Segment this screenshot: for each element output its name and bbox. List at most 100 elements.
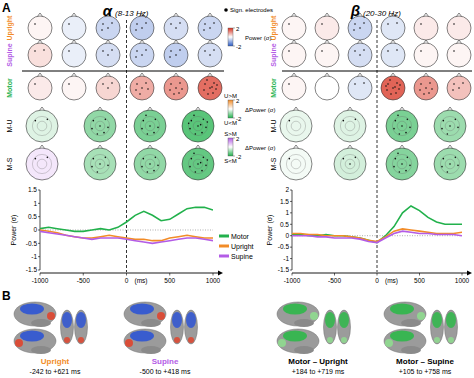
y-tick [290,201,292,202]
sign-electrode [35,120,37,122]
contour [140,116,159,135]
sign-electrode [157,127,159,129]
sign-electrode [107,54,109,56]
topomap [348,76,372,100]
sign-electrode [136,50,138,52]
sign-electrode [359,27,361,29]
row-label: Supine [270,43,278,66]
topomap [280,148,312,180]
event-line [126,20,127,272]
sign-electrode [209,27,211,29]
sign-electrode [34,50,36,52]
sign-electrode [99,163,101,165]
colorbar-tick-label: -2 [236,44,242,50]
topomap [434,110,466,142]
x-arrow [218,271,223,276]
sign-electrode [141,87,143,89]
topomap [134,110,166,142]
x-tick-label: -1000 [32,277,49,284]
topomap [381,43,405,67]
y-tick [290,258,292,259]
sign-electrode [111,22,113,24]
legend-dot [224,8,228,12]
sign-electrode [409,127,411,129]
y-tick-label: -1 [283,255,289,262]
sign-electrode [141,54,143,56]
sign-electrode [97,171,99,173]
contour [188,116,207,135]
topomap [447,76,471,100]
sign-electrode [394,86,396,88]
sign-electrode [149,125,151,127]
y-label: Power (σ) [10,215,18,246]
sign-electrode [105,119,107,121]
sign-electrode [99,125,101,127]
brain-patch [78,337,84,343]
sign-electrode [135,29,137,31]
sign-electrode [34,23,36,25]
sign-electrode [420,83,422,85]
brain [14,329,56,353]
y-tick-label: -1.5 [26,266,38,273]
contour [445,121,455,131]
topomap [315,76,339,100]
topomap [96,43,120,67]
sign-electrode [431,88,433,90]
sign-electrode [458,87,460,89]
sign-electrode [353,29,355,31]
contour [397,159,407,169]
topomap [62,16,86,40]
sign-electrode [321,23,323,25]
y-tick [290,190,292,191]
sign-electrode [141,166,143,168]
sign-electrode [141,27,143,29]
sign-electrode [397,153,399,155]
sign-electrode [420,50,422,52]
brain-patch [310,312,318,320]
sign-electrode [354,83,356,85]
brain-patch [62,312,72,328]
event-line [377,20,378,272]
sign-electrode [170,50,172,52]
y-tick-label: 1.5 [28,186,37,193]
contour [445,159,455,169]
sign-electrode [401,125,403,127]
series-line [292,231,462,242]
y-tick-label: 1 [33,200,37,207]
topomap [386,110,418,142]
y-tick [38,216,40,217]
legend-swatch [219,255,229,258]
sign-electrode [147,88,149,90]
sign-electrode [189,128,191,130]
contour [291,159,301,169]
brain-patch [339,312,349,328]
topomap [182,110,214,142]
contour [37,121,47,131]
x-tick-label: 500 [414,277,425,284]
sign-electrode [178,92,180,94]
sign-electrode [289,120,291,122]
y-tick-label: 2 [285,186,289,193]
brain-patch [76,312,86,328]
sign-electrode [173,93,175,95]
topomap [198,43,222,67]
legend-swatch [219,245,229,248]
x-axis [292,273,468,274]
sign-electrode [441,128,443,130]
y-tick [38,270,40,271]
sign-electrode [157,165,159,167]
sign-electrode [145,22,147,24]
sign-electrode [423,93,425,95]
sign-electrode [359,54,361,56]
y-tick [290,212,292,213]
x-tick [213,273,214,276]
brain [14,302,56,326]
sign-electrode [107,165,109,167]
y-tick-label: -1.5 [278,266,290,273]
sign-electrode [363,82,365,84]
x-tick [40,273,41,276]
y-tick [38,230,40,231]
sign-electrode [355,119,357,121]
sign-electrode [179,22,181,24]
brain-patch [390,331,414,342]
